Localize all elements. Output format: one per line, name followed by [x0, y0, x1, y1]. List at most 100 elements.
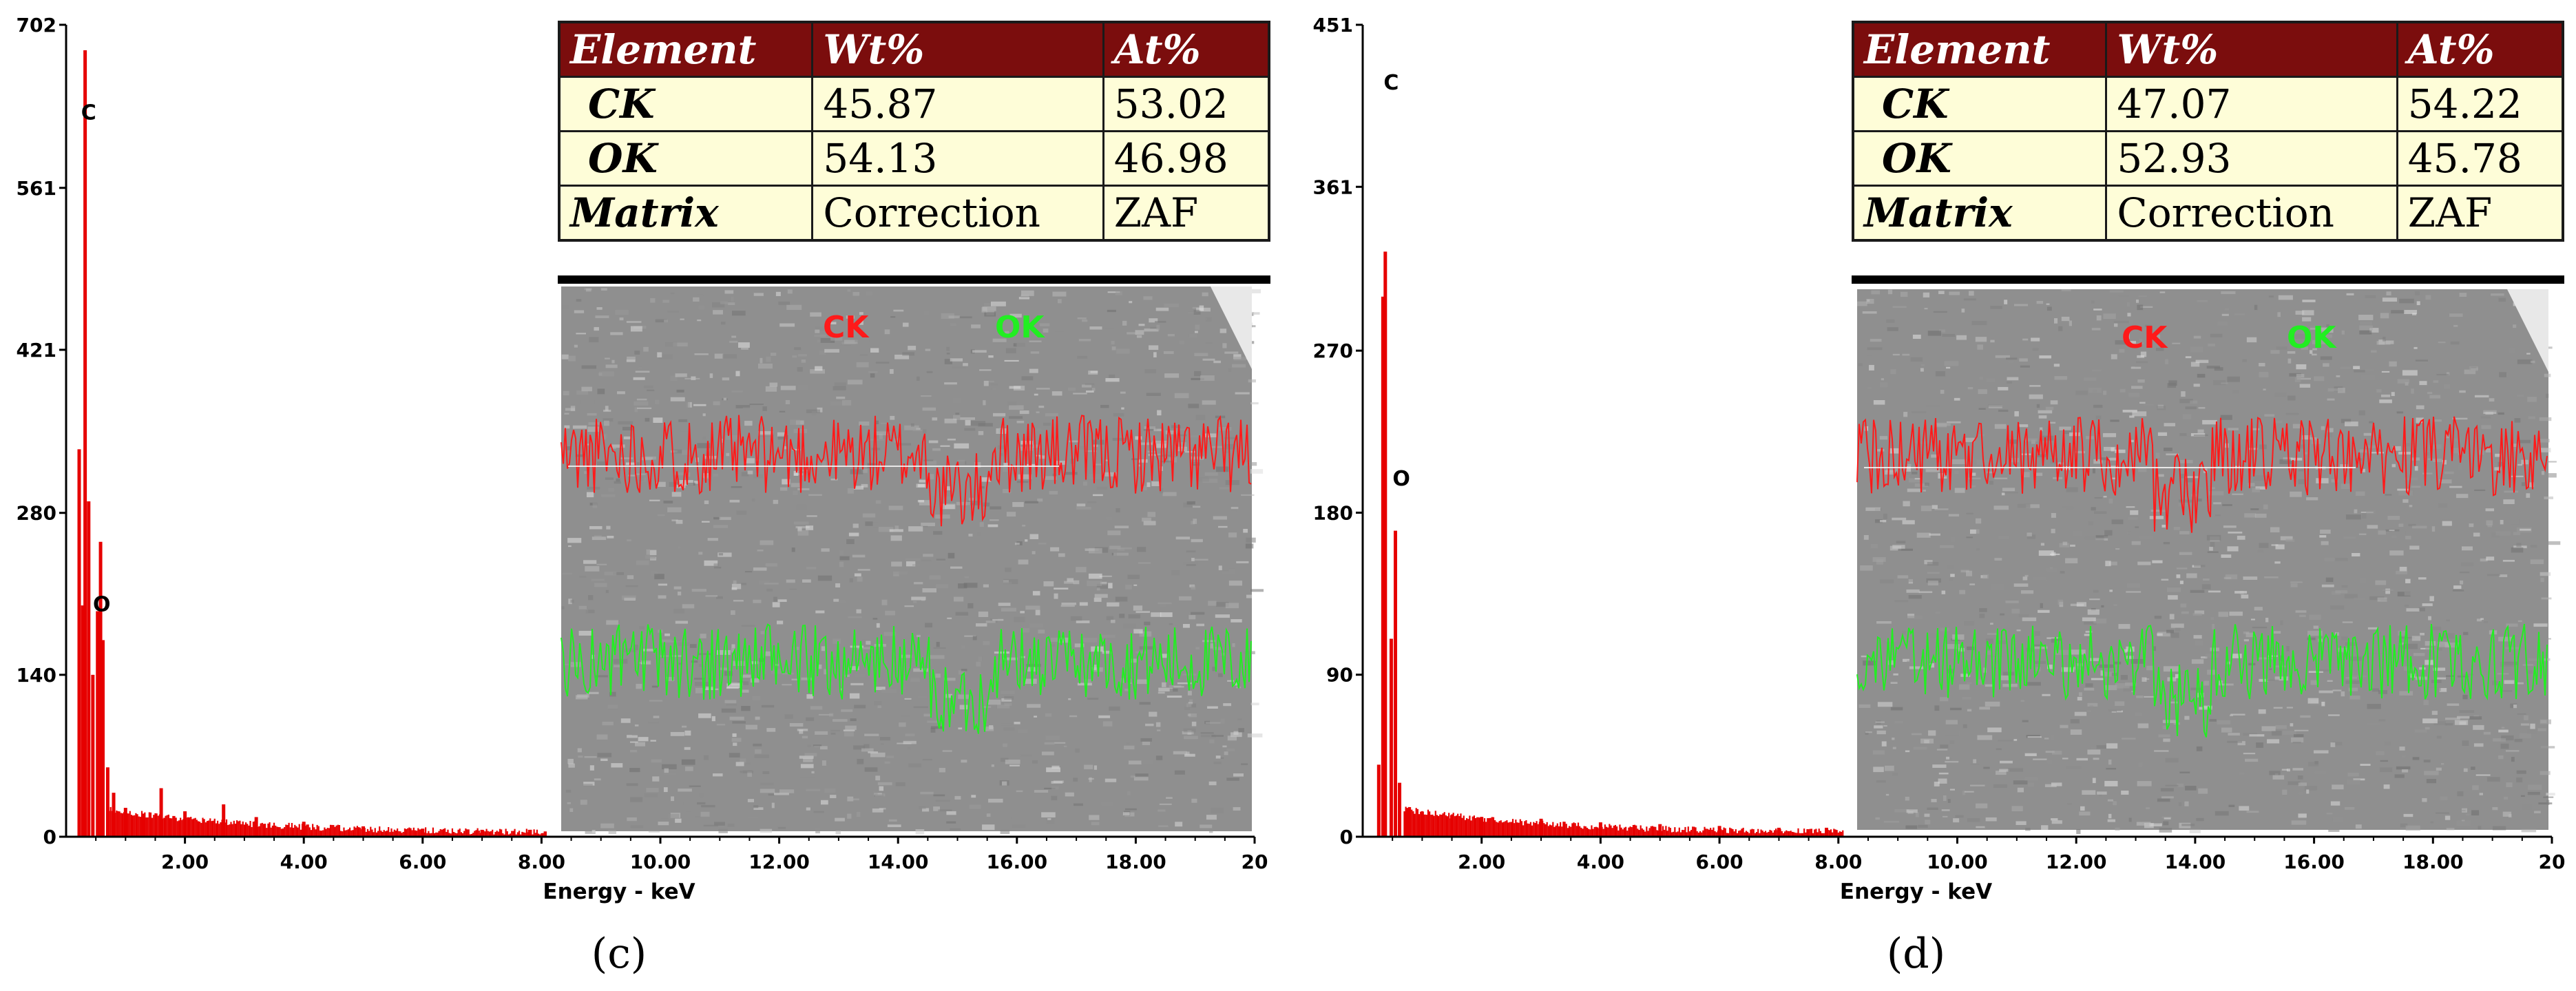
sem-texture — [2111, 477, 2116, 479]
sem-texture — [2061, 316, 2070, 322]
sem-texture — [2113, 320, 2129, 324]
sem-texture — [2364, 369, 2374, 371]
sem-texture — [578, 755, 583, 758]
sem-texture — [1153, 352, 1157, 358]
sem-texture — [737, 681, 749, 685]
element-cell: CK — [1852, 76, 2108, 132]
sem-texture — [1094, 594, 1108, 598]
sem-texture — [2074, 711, 2087, 716]
sem-texture — [1093, 765, 1098, 770]
sem-texture — [2031, 439, 2036, 444]
sem-texture — [779, 789, 795, 793]
sem-texture — [2124, 649, 2127, 653]
sem-texture — [2379, 399, 2392, 404]
sem-texture — [2046, 303, 2050, 305]
sem-texture — [979, 522, 984, 528]
sem-texture — [2402, 643, 2418, 649]
sem-texture — [1978, 679, 1983, 685]
sem-texture — [2131, 366, 2135, 369]
sem-texture — [2210, 333, 2223, 337]
sem-texture — [2311, 439, 2321, 444]
sem-texture — [2239, 806, 2250, 811]
sem-texture — [589, 765, 594, 771]
sem-texture — [1082, 637, 1098, 643]
sem-texture — [1206, 722, 1221, 724]
sem-texture — [1155, 755, 1163, 760]
sem-texture — [989, 506, 1002, 510]
sem-texture — [1236, 561, 1249, 563]
sem-texture — [728, 302, 735, 306]
sem-texture — [757, 550, 764, 552]
sem-texture — [1105, 378, 1120, 382]
sem-texture — [1237, 718, 1242, 720]
x-tick-label: 14.00 — [2165, 851, 2226, 873]
sem-texture — [2089, 598, 2100, 601]
sem-texture — [638, 662, 651, 664]
sem-texture — [2500, 743, 2509, 749]
sem-texture — [1934, 782, 1940, 786]
sem-texture — [1025, 539, 1028, 542]
sem-texture — [1862, 311, 1877, 314]
sem-texture — [1225, 480, 1239, 486]
sem-texture — [1156, 324, 1160, 331]
sem-texture — [2123, 687, 2137, 692]
sem-texture — [2453, 324, 2458, 327]
sem-texture — [658, 822, 669, 826]
sem-texture — [2177, 783, 2184, 787]
sem-texture — [2266, 679, 2279, 681]
sem-texture — [1924, 813, 1930, 817]
sem-texture — [940, 503, 956, 510]
sem-texture — [2021, 453, 2031, 455]
sem-texture — [1107, 530, 1121, 536]
sem-texture — [1872, 750, 1885, 755]
sem-texture — [797, 384, 808, 390]
sem-texture — [1975, 518, 1982, 524]
sem-texture — [1925, 820, 1931, 825]
sem-texture — [1184, 753, 1195, 757]
sem-texture — [2106, 743, 2118, 749]
sem-texture — [1110, 619, 1116, 623]
sem-texture — [657, 352, 662, 358]
sem-texture — [1104, 322, 1115, 328]
sem-texture — [1220, 718, 1225, 724]
sem-texture — [1202, 358, 1215, 361]
sem-texture — [1142, 486, 1147, 490]
sem-texture — [2540, 720, 2547, 724]
sem-texture — [2444, 723, 2453, 726]
sem-texture — [1892, 353, 1900, 356]
sem-texture — [664, 633, 670, 636]
sem-texture — [1231, 507, 1239, 510]
sem-texture — [705, 595, 718, 597]
sem-texture — [2483, 731, 2491, 735]
sem-texture — [1162, 682, 1166, 687]
sem-texture — [810, 369, 826, 374]
sem-texture — [2254, 304, 2258, 311]
sem-texture — [766, 588, 773, 592]
sem-texture — [850, 645, 863, 648]
panel-caption: (d) — [1887, 930, 1945, 978]
sem-texture — [2524, 715, 2528, 720]
sem-texture — [2335, 558, 2348, 561]
sem-texture — [1029, 340, 1042, 342]
sem-texture — [830, 729, 841, 732]
sem-texture — [2196, 817, 2204, 822]
sem-texture — [2101, 605, 2104, 608]
sem-texture — [2354, 509, 2358, 514]
sem-texture — [684, 377, 700, 379]
sem-texture — [2194, 610, 2205, 614]
sem-texture — [875, 500, 881, 504]
sem-texture — [2157, 406, 2166, 410]
sem-texture — [643, 346, 649, 352]
sem-texture — [2517, 713, 2526, 715]
sem-texture — [2179, 552, 2192, 555]
sem-texture — [2447, 703, 2460, 706]
sem-texture — [872, 618, 878, 620]
sem-texture — [2506, 782, 2513, 787]
sem-texture — [1193, 519, 1197, 524]
sem-texture — [1179, 596, 1192, 601]
sem-texture — [2457, 675, 2469, 678]
sem-texture — [1046, 767, 1060, 773]
sem-texture — [894, 354, 910, 359]
sem-texture — [680, 318, 684, 320]
sem-texture — [2511, 756, 2515, 762]
